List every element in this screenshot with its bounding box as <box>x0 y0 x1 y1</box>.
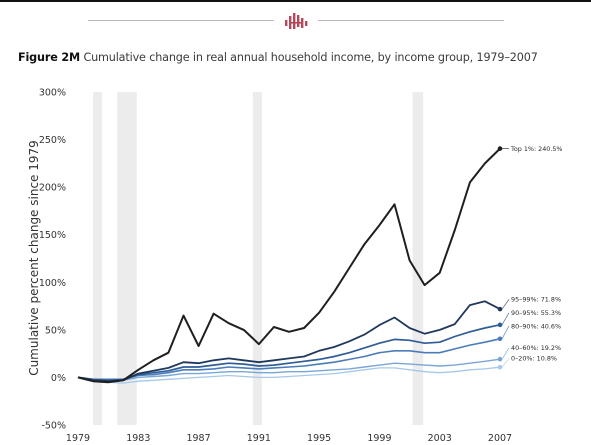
series-end-label: 95–99%: 71.8% <box>511 296 561 304</box>
figure-title-prefix: Figure 2M <box>18 51 81 64</box>
series-end-label: 80–90%: 40.6% <box>511 322 561 330</box>
divider-left <box>88 20 274 21</box>
series-end-label: 90–95%: 55.3% <box>511 309 561 317</box>
series-line <box>77 147 501 384</box>
divider-right <box>318 20 504 21</box>
series-end-point <box>497 306 503 312</box>
y-axis: 300% 250% 200% 150% 100% 50% 0% -50% <box>39 88 66 432</box>
x-tick-label: 1983 <box>126 433 150 444</box>
y-tick-label: 150% <box>39 230 66 241</box>
series-label-leader <box>501 312 510 325</box>
series-line <box>77 338 501 381</box>
y-tick-label: 50% <box>45 325 66 336</box>
x-tick-label: 1991 <box>247 433 271 444</box>
y-tick-label: 0% <box>51 373 66 384</box>
y-tick-label: 300% <box>39 88 66 99</box>
series-label-leader <box>501 347 510 360</box>
x-tick-label: 1987 <box>186 433 210 444</box>
x-tick-label: 1999 <box>367 433 391 444</box>
top-rule <box>0 0 591 2</box>
recession-bands <box>93 92 424 425</box>
series-line <box>77 358 501 381</box>
series-line <box>77 300 501 383</box>
series-end-label: Top 1%: 240.5% <box>510 145 563 153</box>
y-tick-label: 250% <box>39 135 66 146</box>
recession-band-3 <box>252 92 262 425</box>
x-tick-label: 2007 <box>488 433 512 444</box>
figure-title: Figure 2M Cumulative change in real annu… <box>18 50 588 65</box>
series-end-point <box>497 364 503 370</box>
series-labels: 0–20%: 10.8% 40–60%: 19.2% 80–90%: 40.6% 90… <box>501 145 563 368</box>
x-tick-label: 2003 <box>428 433 452 444</box>
series-end-point <box>497 356 503 362</box>
publisher-logo-icon <box>285 13 308 29</box>
recession-band-1 <box>93 92 103 425</box>
series-end-label: 0–20%: 10.8% <box>511 355 557 363</box>
series-line <box>77 323 501 382</box>
x-tick-label: 1995 <box>307 433 331 444</box>
series-line <box>77 366 501 384</box>
series-end-point <box>497 336 503 342</box>
recession-band-2 <box>117 92 137 425</box>
series-label-leader <box>501 325 510 339</box>
series-lines <box>77 146 503 384</box>
recession-band-4 <box>412 92 424 425</box>
series-label-leader <box>501 299 510 310</box>
series-end-point <box>497 146 503 151</box>
y-tick-label: -50% <box>41 421 66 432</box>
series-label-leader <box>501 358 510 368</box>
y-tick-label: 100% <box>39 278 66 289</box>
y-tick-label: 200% <box>39 183 66 194</box>
x-tick-label: 1979 <box>66 433 90 444</box>
series-end-label: 40–60%: 19.2% <box>511 344 561 352</box>
x-axis: 1979 1983 1987 1991 1995 1999 2003 2007 <box>66 433 512 444</box>
y-axis-label: Cumulative percent change since 1979 <box>27 140 41 376</box>
figure-title-text: Cumulative change in real annual househo… <box>83 51 538 64</box>
series-end-point <box>497 322 503 328</box>
